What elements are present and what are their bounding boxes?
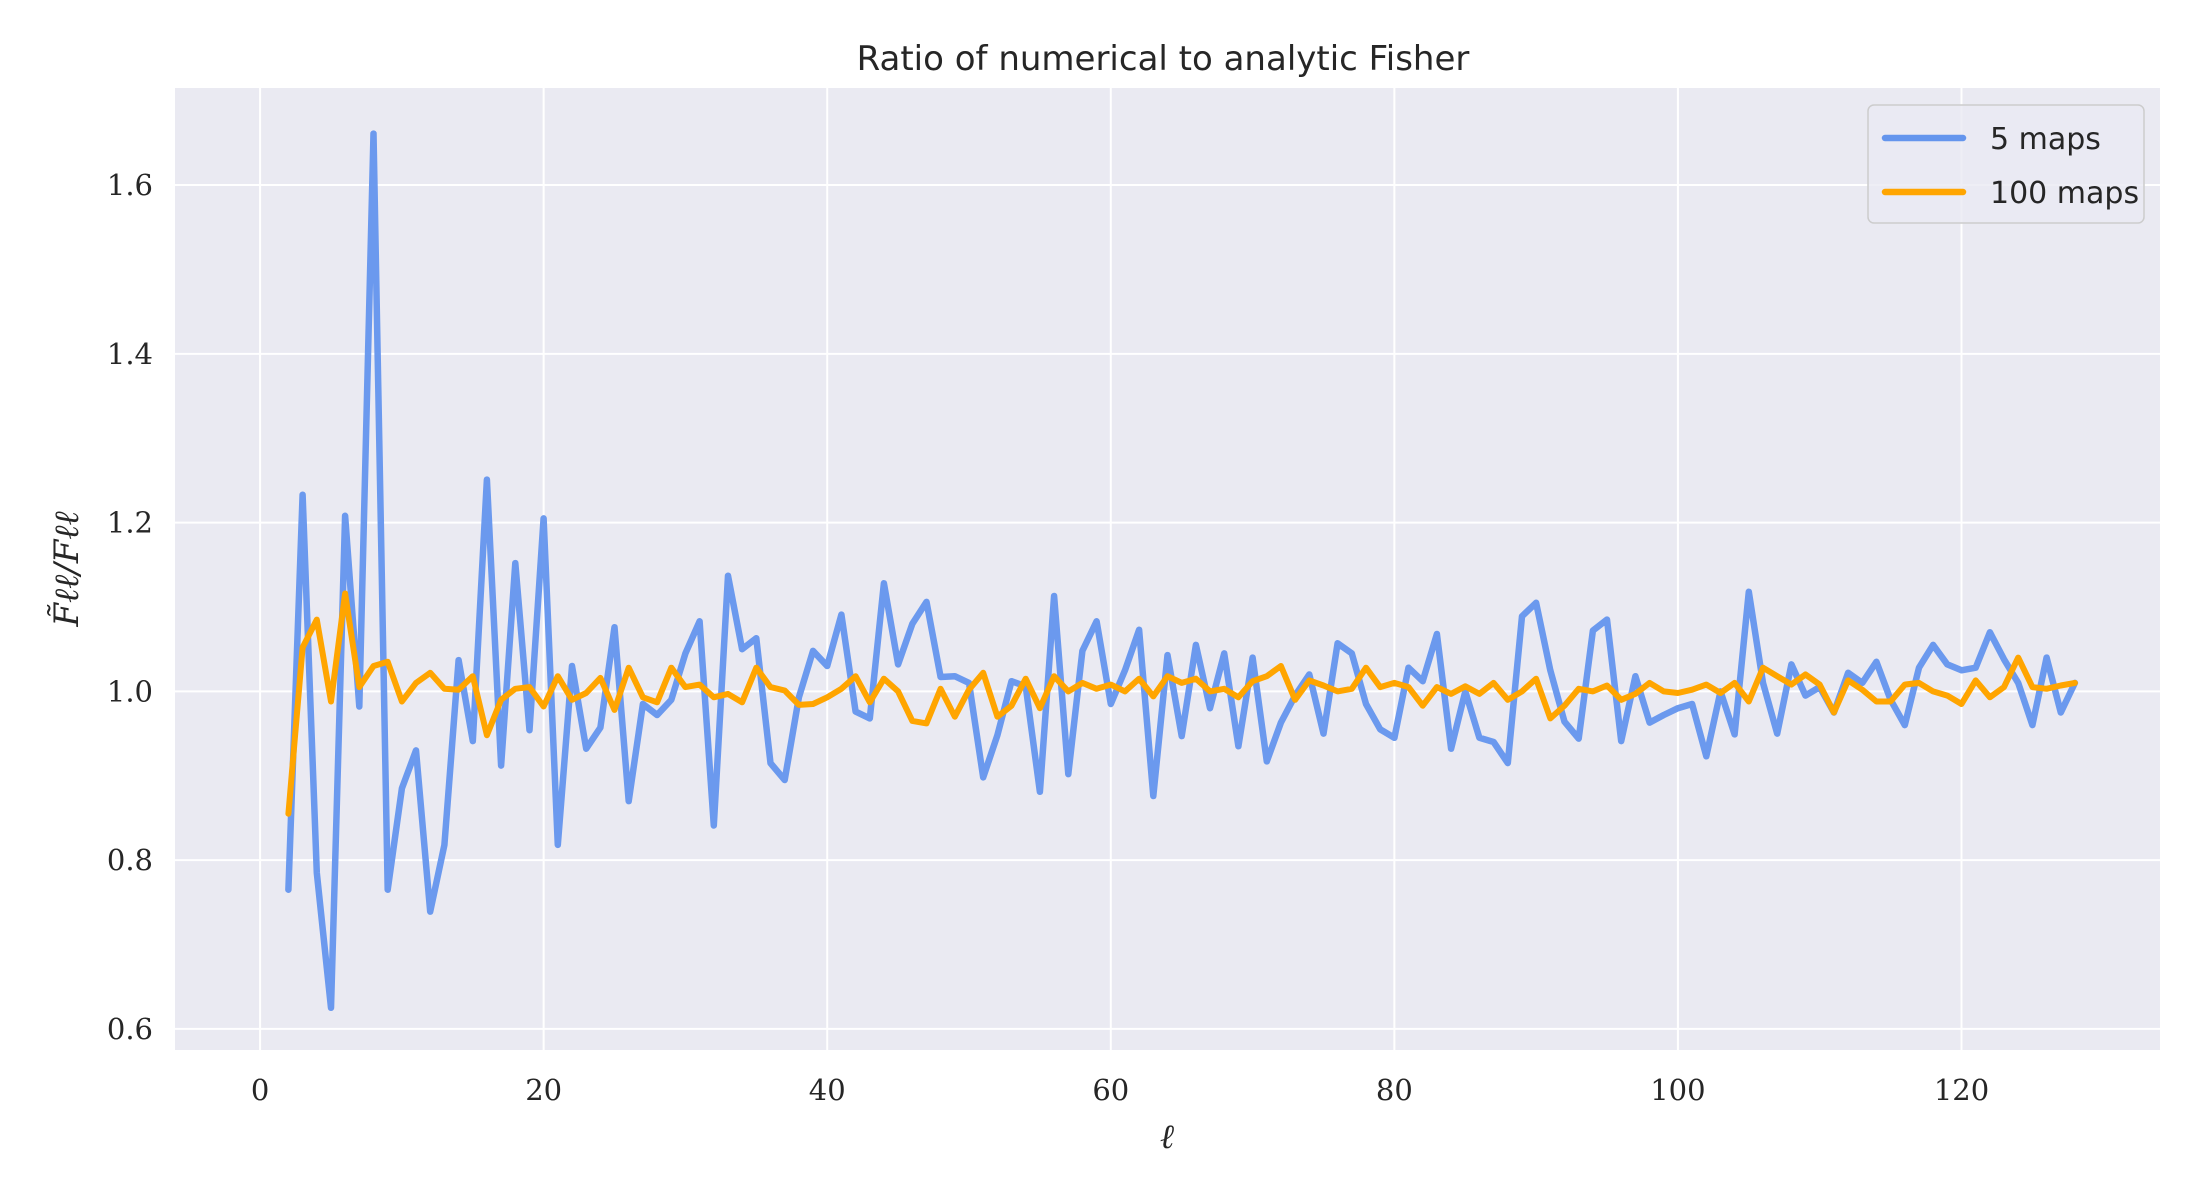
- y-tick-labels: 0.6 0.8 1.0 1.2 1.4 1.6: [107, 168, 153, 1046]
- y-tick-label: 1.0: [107, 674, 153, 708]
- y-axis-label: F̃ℓℓ/Fℓℓ: [47, 511, 87, 627]
- series-line-100-maps: [285, 590, 2078, 817]
- legend: 5 maps 100 maps: [1867, 104, 2145, 224]
- plot-area: [175, 88, 2160, 1050]
- chart-title: Ratio of numerical to analytic Fisher: [857, 39, 1470, 79]
- grid-lines: [175, 88, 2160, 1050]
- x-tick-labels: 0 20 40 60 80 100 120: [251, 1073, 1989, 1107]
- y-tick-label: 1.6: [107, 168, 153, 202]
- y-tick-label: 0.8: [107, 843, 153, 877]
- x-tick-label: 100: [1650, 1073, 1705, 1107]
- y-tick-label: 1.4: [107, 337, 153, 371]
- y-tick-label: 1.2: [107, 506, 153, 540]
- x-tick-label: 20: [525, 1073, 562, 1107]
- x-tick-label: 60: [1092, 1073, 1129, 1107]
- y-tick-label: 0.6: [107, 1012, 153, 1046]
- legend-label: 100 maps: [1990, 176, 2139, 211]
- series-lines: [285, 130, 2079, 1012]
- x-axis-label: ℓ: [1160, 1117, 1174, 1157]
- x-tick-label: 0: [251, 1073, 269, 1107]
- x-tick-label: 120: [1934, 1073, 1989, 1107]
- legend-label: 5 maps: [1990, 122, 2101, 157]
- x-tick-label: 40: [809, 1073, 846, 1107]
- x-tick-label: 80: [1376, 1073, 1413, 1107]
- series-line-5-maps: [285, 130, 2079, 1012]
